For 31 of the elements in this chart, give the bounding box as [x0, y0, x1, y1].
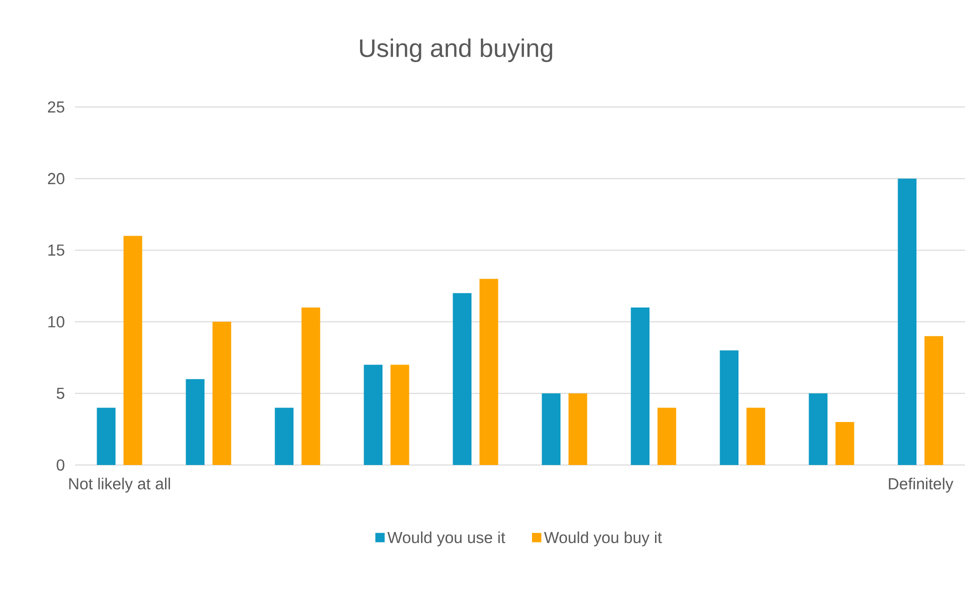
bar: [124, 236, 142, 465]
bar: [212, 322, 232, 465]
bar: [746, 408, 766, 465]
y-tick-label: 25: [48, 101, 64, 113]
bar: [96, 408, 116, 465]
bar: [808, 393, 828, 465]
bar: [720, 350, 738, 465]
y-tick-label: 0: [56, 459, 64, 471]
y-tick-label: 10: [48, 316, 64, 328]
bar: [657, 408, 676, 465]
legend-label: Would you buy it: [544, 531, 662, 546]
bar: [542, 393, 560, 465]
legend-label: Would you use it: [387, 531, 506, 546]
bar: [302, 307, 320, 465]
bar: [924, 336, 944, 465]
bar: [390, 364, 410, 465]
x-tick-label: Definitely: [888, 478, 954, 493]
bar: [274, 408, 294, 465]
y-tick-label: 20: [48, 172, 64, 184]
bar: [452, 293, 472, 465]
y-tick-label: 5: [56, 388, 64, 399]
bar: [835, 422, 854, 465]
y-tick-label: 15: [48, 244, 64, 256]
bar: [630, 307, 650, 465]
bar: [364, 364, 382, 465]
bar: [568, 393, 588, 465]
chart-title: Using and buying: [360, 38, 552, 62]
bar: [898, 178, 916, 465]
bar: [186, 379, 205, 465]
x-tick-label: Not likely at all: [69, 478, 170, 493]
bar: [480, 278, 498, 465]
